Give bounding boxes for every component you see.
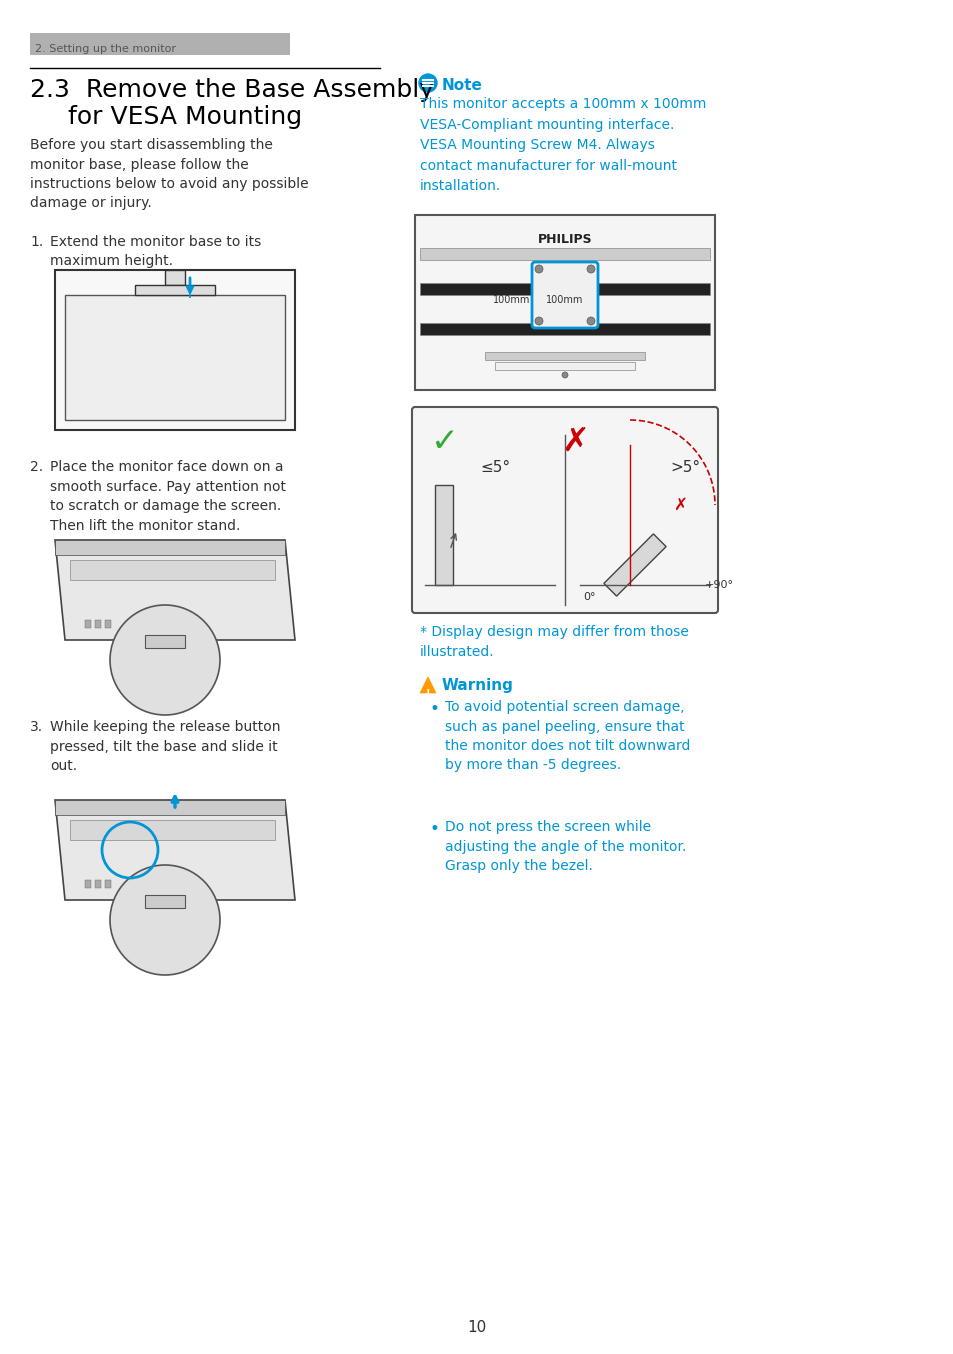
Polygon shape — [603, 533, 665, 596]
Text: Warning: Warning — [441, 678, 514, 693]
Polygon shape — [145, 895, 185, 909]
Circle shape — [535, 265, 542, 274]
Circle shape — [535, 317, 542, 325]
Bar — [165, 269, 185, 284]
Text: •: • — [430, 821, 439, 838]
Text: 2.: 2. — [30, 460, 43, 474]
Polygon shape — [85, 880, 91, 888]
Polygon shape — [70, 561, 274, 580]
Text: This monitor accepts a 100mm x 100mm
VESA-Compliant mounting interface.
VESA Mou: This monitor accepts a 100mm x 100mm VES… — [419, 97, 705, 194]
Text: 1.: 1. — [30, 236, 43, 249]
Text: Do not press the screen while
adjusting the angle of the monitor.
Grasp only the: Do not press the screen while adjusting … — [444, 821, 685, 873]
Text: •: • — [430, 700, 439, 718]
Polygon shape — [145, 635, 185, 649]
Polygon shape — [419, 677, 436, 693]
Circle shape — [586, 317, 595, 325]
Polygon shape — [55, 540, 294, 640]
Polygon shape — [105, 880, 111, 888]
Text: 100mm: 100mm — [492, 295, 530, 305]
Text: 0°: 0° — [583, 592, 596, 603]
Circle shape — [418, 74, 436, 92]
Text: * Display design may differ from those
illustrated.: * Display design may differ from those i… — [419, 626, 688, 658]
Text: 3.: 3. — [30, 720, 43, 734]
Text: ✗: ✗ — [673, 496, 686, 515]
Text: 2. Setting up the monitor: 2. Setting up the monitor — [35, 43, 175, 54]
Polygon shape — [95, 620, 101, 628]
Bar — [135, 284, 214, 295]
Text: !: ! — [425, 689, 430, 699]
Text: While keeping the release button
pressed, tilt the base and slide it
out.: While keeping the release button pressed… — [50, 720, 280, 773]
Polygon shape — [70, 821, 274, 839]
Text: ≤5°: ≤5° — [479, 460, 510, 475]
Bar — [419, 248, 709, 260]
Bar — [419, 324, 709, 334]
Text: Extend the monitor base to its
maximum height.: Extend the monitor base to its maximum h… — [50, 236, 261, 268]
Text: 100mm: 100mm — [546, 295, 583, 305]
Polygon shape — [85, 620, 91, 628]
Text: ✗: ✗ — [560, 425, 588, 458]
Text: Place the monitor face down on a
smooth surface. Pay attention not
to scratch or: Place the monitor face down on a smooth … — [50, 460, 286, 532]
Circle shape — [110, 605, 220, 715]
Bar — [55, 269, 294, 431]
Bar — [484, 352, 644, 360]
Circle shape — [110, 865, 220, 975]
Text: 10: 10 — [467, 1320, 486, 1335]
Polygon shape — [55, 800, 294, 900]
Bar — [65, 295, 285, 420]
Polygon shape — [55, 800, 285, 815]
Circle shape — [561, 372, 567, 378]
Bar — [435, 485, 453, 585]
Text: Note: Note — [441, 79, 482, 93]
Text: +90°: +90° — [704, 580, 733, 590]
Text: Before you start disassembling the
monitor base, please follow the
instructions : Before you start disassembling the monit… — [30, 138, 309, 210]
Bar — [415, 215, 714, 390]
FancyBboxPatch shape — [30, 32, 290, 56]
Polygon shape — [95, 880, 101, 888]
Text: PHILIPS: PHILIPS — [537, 233, 592, 246]
Text: 2.3  Remove the Base Assembly: 2.3 Remove the Base Assembly — [30, 79, 434, 102]
Text: To avoid potential screen damage,
such as panel peeling, ensure that
the monitor: To avoid potential screen damage, such a… — [444, 700, 690, 773]
Polygon shape — [55, 540, 285, 555]
FancyBboxPatch shape — [532, 263, 598, 328]
Text: >5°: >5° — [669, 460, 700, 475]
Text: ✓: ✓ — [431, 425, 458, 458]
FancyBboxPatch shape — [412, 408, 718, 613]
Polygon shape — [105, 620, 111, 628]
Bar — [419, 283, 709, 295]
Bar — [495, 362, 635, 370]
Circle shape — [586, 265, 595, 274]
Text: for VESA Mounting: for VESA Mounting — [68, 106, 302, 129]
